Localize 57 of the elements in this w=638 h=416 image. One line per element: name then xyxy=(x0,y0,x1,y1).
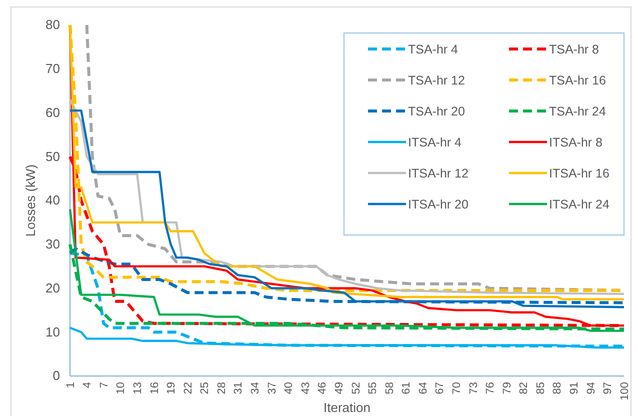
x-tick-label: 1 xyxy=(64,382,77,388)
x-tick-label: 19 xyxy=(166,382,178,394)
legend-label: TSA-hr 20 xyxy=(408,104,466,118)
y-tick-label: 30 xyxy=(46,236,60,252)
legend-label: TSA-hr 16 xyxy=(549,74,606,88)
x-tick-label: 100 xyxy=(618,382,631,400)
legend-label: TSA-hr 24 xyxy=(549,104,606,118)
x-tick-label: 79 xyxy=(501,382,514,394)
x-tick-label: 4 xyxy=(82,382,94,388)
x-tick-label: 94 xyxy=(585,382,598,394)
y-tick-label: 80 xyxy=(46,17,60,32)
x-axis-title: Iteration xyxy=(324,400,370,415)
x-tick-label: 82 xyxy=(518,382,530,394)
y-axis-title: Losses (kW) xyxy=(23,164,38,237)
legend-label: ITSA-hr 20 xyxy=(408,198,468,212)
y-tick-label: 50 xyxy=(46,148,60,164)
x-tick-label: 61 xyxy=(400,382,413,394)
x-tick-label: 34 xyxy=(250,382,262,394)
y-tick-label: 10 xyxy=(46,324,60,340)
x-tick-label: 88 xyxy=(552,382,564,394)
x-tick-label: 16 xyxy=(148,382,161,394)
x-tick-label: 91 xyxy=(568,382,580,394)
y-tick-label: 70 xyxy=(46,61,60,76)
x-tick-label: 25 xyxy=(199,382,212,394)
legend-label: ITSA-hr 12 xyxy=(408,166,468,180)
y-tick-label: 40 xyxy=(46,192,60,208)
legend-label: ITSA-hr 16 xyxy=(549,166,610,180)
x-tick-label: 22 xyxy=(182,382,194,394)
x-tick-label: 7 xyxy=(98,382,110,388)
x-tick-label: 46 xyxy=(316,382,329,394)
legend-label: TSA-hr 4 xyxy=(408,42,458,56)
x-tick-label: 28 xyxy=(216,382,228,394)
x-tick-label: 13 xyxy=(132,382,144,394)
x-tick-label: 52 xyxy=(350,382,362,394)
x-tick-label: 40 xyxy=(283,382,296,394)
x-tick-label: 73 xyxy=(468,382,480,394)
x-tick-label: 58 xyxy=(384,382,396,394)
x-tick-label: 70 xyxy=(450,382,463,394)
x-tick-label: 10 xyxy=(115,382,128,394)
x-tick-label: 64 xyxy=(417,382,430,394)
x-tick-label: 49 xyxy=(333,382,346,394)
x-tick-label: 76 xyxy=(484,382,497,394)
x-tick-label: 37 xyxy=(266,382,278,394)
legend-label: ITSA-hr 4 xyxy=(408,136,462,150)
legend-label: ITSA-hr 8 xyxy=(549,136,603,150)
x-tick-label: 31 xyxy=(232,382,245,394)
x-tick-label: 55 xyxy=(367,382,380,394)
x-tick-label: 97 xyxy=(602,382,614,394)
y-tick-label: 20 xyxy=(46,280,60,296)
legend-label: TSA-hr 12 xyxy=(408,74,466,88)
y-tick-label: 60 xyxy=(46,104,60,120)
legend-label: TSA-hr 8 xyxy=(549,42,600,56)
x-tick-label: 43 xyxy=(300,382,312,394)
legend-label: ITSA-hr 24 xyxy=(549,198,610,212)
x-tick-label: 85 xyxy=(534,382,547,394)
x-tick-label: 67 xyxy=(434,382,446,394)
y-tick-label: 0 xyxy=(52,368,60,384)
